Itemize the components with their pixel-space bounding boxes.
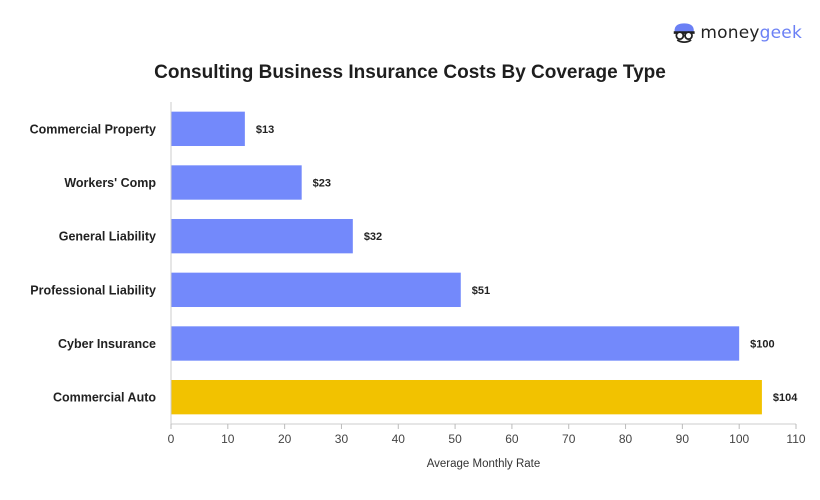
bar-commercial-property [171,111,245,147]
bar-general-liability [171,218,353,254]
bar-professional-liability [171,272,461,308]
x-tick-label-110: 110 [786,432,805,446]
x-tick-label-0: 0 [168,432,175,446]
value-label-commercial-auto: $104 [773,392,798,404]
brand-wordmark: moneygeek [700,23,802,43]
value-label-general-liability: $32 [364,231,382,243]
bar-workers-comp [171,165,302,200]
category-labels: Commercial Property Workers' Comp General … [30,122,157,404]
brand-name-part2: geek [759,23,802,43]
bars-group [171,111,762,415]
bar-commercial-auto [171,379,762,415]
category-label-cyber-insurance: Cyber Insurance [58,337,156,351]
value-label-professional-liability: $51 [472,285,490,297]
x-axis-label: Average Monthly Rate [427,458,541,470]
x-tick-label-100: 100 [729,432,749,446]
x-tick-label-20: 20 [278,432,292,446]
value-label-commercial-property: $13 [256,124,274,136]
moneygeek-face-icon [673,23,695,44]
brand-name-part1: money [700,23,760,43]
value-label-workers-comp: $23 [313,178,331,190]
value-labels: $13 $23 $32 $51 $100 $104 [256,124,798,404]
x-axis-ticks: 0 10 20 30 40 50 60 70 80 90 100 110 [168,424,806,446]
category-label-workers-comp: Workers' Comp [64,176,156,190]
x-tick-label-90: 90 [676,432,690,446]
x-tick-label-70: 70 [562,432,576,446]
x-tick-label-50: 50 [448,432,462,446]
category-label-commercial-property: Commercial Property [30,122,156,136]
category-label-general-liability: General Liability [59,230,156,244]
category-label-commercial-auto: Commercial Auto [53,391,156,405]
x-tick-label-60: 60 [505,432,519,446]
bar-cyber-insurance [171,326,740,361]
value-label-cyber-insurance: $100 [750,339,774,351]
x-tick-label-30: 30 [335,432,349,446]
x-tick-label-80: 80 [619,432,633,446]
x-tick-label-10: 10 [221,432,235,446]
x-tick-label-40: 40 [392,432,406,446]
chart-title: Consulting Business Insurance Costs By C… [154,62,666,83]
brand-logo: moneygeek [672,18,802,48]
category-label-professional-liability: Professional Liability [30,283,156,297]
